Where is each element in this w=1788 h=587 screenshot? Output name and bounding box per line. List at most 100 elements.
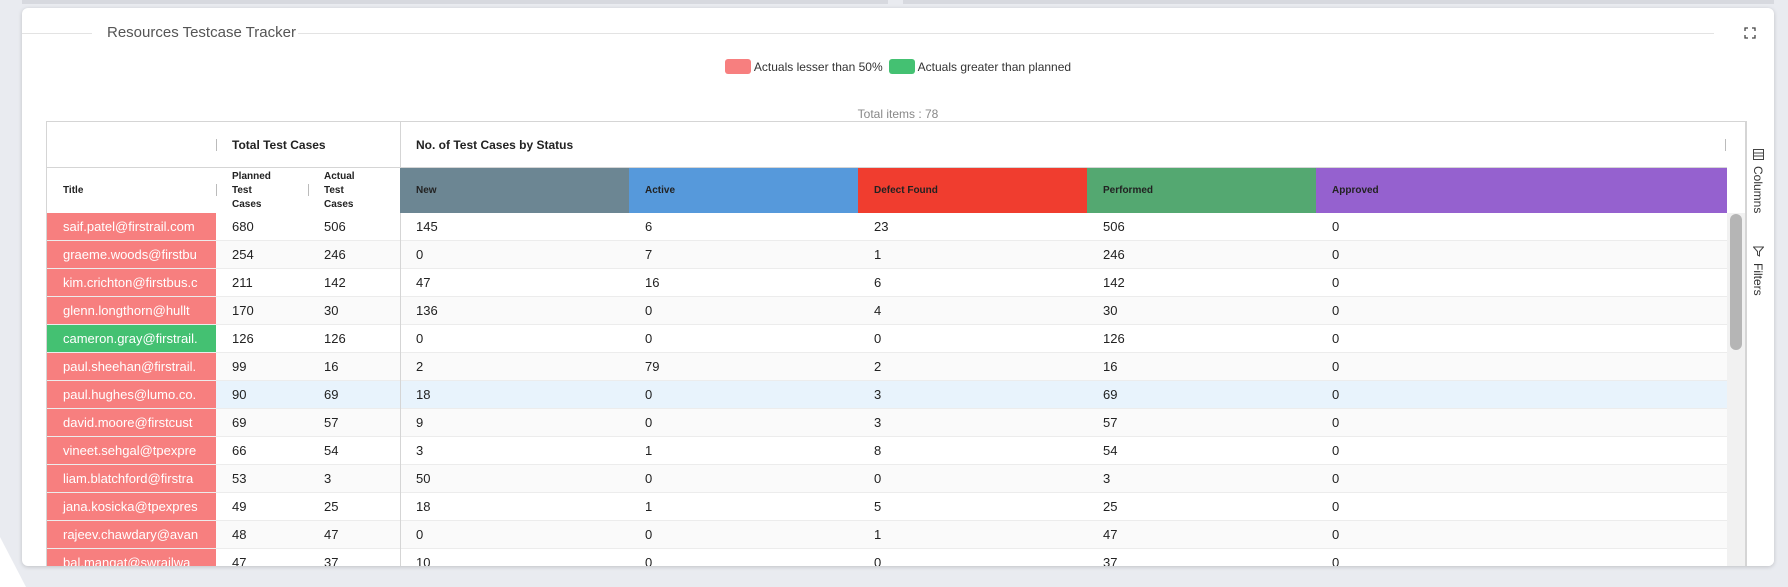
columns-icon <box>1752 149 1764 160</box>
table-row[interactable]: kim.crichton@firstbus.c 211 142 47 16 6 142 0 <box>47 269 1727 297</box>
cell-new: 3 <box>416 443 424 458</box>
table-row[interactable]: graeme.woods@firstbu 254 246 0 7 1 246 0 <box>47 241 1727 269</box>
cell-new: 50 <box>416 471 431 486</box>
cell-planned: 680 <box>232 219 254 234</box>
cell-approved: 0 <box>1332 499 1340 514</box>
cell-active: 0 <box>645 527 653 542</box>
table-row[interactable]: saif.patel@firstrail.com 680 506 145 6 23 506 0 <box>47 213 1727 241</box>
table-row[interactable]: bal.mangat@swrailwa 47 37 10 0 0 37 0 <box>47 549 1727 566</box>
column-header-status[interactable]: Defect Found <box>858 168 1087 213</box>
table-row[interactable]: glenn.longthorn@hullt 170 30 136 0 4 30 0 <box>47 297 1727 325</box>
cell-performed: 37 <box>1103 555 1118 566</box>
cell-defect: 1 <box>874 247 882 262</box>
cell-defect: 0 <box>874 555 882 566</box>
cell-performed: 246 <box>1103 247 1125 262</box>
column-header-row: Title Planned Test Cases Actual Test Cas… <box>47 168 1727 213</box>
cell-performed: 3 <box>1103 471 1111 486</box>
cell-approved: 0 <box>1332 443 1340 458</box>
filters-tab[interactable]: Filters <box>1751 246 1765 296</box>
cell-actual: 54 <box>324 443 339 458</box>
cell-performed: 16 <box>1103 359 1118 374</box>
column-header-status[interactable]: Performed <box>1087 168 1316 213</box>
legend-swatch <box>724 59 751 74</box>
cell-active: 0 <box>645 387 653 402</box>
legend: Actuals lesser than 50% Actuals greater t… <box>22 59 1774 74</box>
cell-actual: 16 <box>324 359 339 374</box>
table-row[interactable]: cameron.gray@firstrail. 126 126 0 0 0 126 0 <box>47 325 1727 353</box>
table-row[interactable]: david.moore@firstcust 69 57 9 0 3 57 0 <box>47 409 1727 437</box>
cell-title: kim.crichton@firstbus.c <box>47 269 216 296</box>
cell-defect: 0 <box>874 471 882 486</box>
cell-active: 0 <box>645 331 653 346</box>
cell-approved: 0 <box>1332 415 1340 430</box>
cell-planned: 254 <box>232 247 254 262</box>
cell-actual: 25 <box>324 499 339 514</box>
total-items-count: Total items : 78 <box>857 107 939 121</box>
cell-new: 9 <box>416 415 424 430</box>
cell-planned: 53 <box>232 471 247 486</box>
table-row[interactable]: rajeev.chawdary@avan 48 47 0 0 1 47 0 <box>47 521 1727 549</box>
column-header-title[interactable]: Title <box>63 184 84 196</box>
cell-planned: 211 <box>232 275 253 290</box>
cell-approved: 0 <box>1332 359 1340 374</box>
cell-defect: 0 <box>874 331 882 346</box>
cell-planned: 66 <box>232 443 247 458</box>
cell-approved: 0 <box>1332 247 1340 262</box>
cell-planned: 126 <box>232 331 254 346</box>
cell-new: 2 <box>416 359 424 374</box>
table-row[interactable]: liam.blatchford@firstra 53 3 50 0 0 3 0 <box>47 465 1727 493</box>
table-row[interactable]: vineet.sehgal@tpexpre 66 54 3 1 8 54 0 <box>47 437 1727 465</box>
cell-planned: 99 <box>232 359 247 374</box>
data-grid: Total Test Cases No. of Test Cases by St… <box>46 121 1746 566</box>
cell-active: 79 <box>645 359 660 374</box>
expand-icon[interactable] <box>1744 27 1756 39</box>
legend-item: Actuals greater than planned <box>888 59 1072 74</box>
cell-defect: 2 <box>874 359 882 374</box>
legend-item: Actuals lesser than 50% <box>724 59 883 74</box>
cell-planned: 170 <box>232 303 254 318</box>
cell-approved: 0 <box>1332 219 1340 234</box>
column-header-actual[interactable]: Actual Test Cases <box>324 170 355 210</box>
cell-approved: 0 <box>1332 387 1340 402</box>
cell-defect: 1 <box>874 527 882 542</box>
cell-planned: 49 <box>232 499 247 514</box>
vertical-scrollbar-thumb[interactable] <box>1730 214 1742 350</box>
cell-title: david.moore@firstcust <box>47 409 216 436</box>
cell-active: 1 <box>645 499 653 514</box>
cell-title: cameron.gray@firstrail. <box>47 325 216 352</box>
tool-panel-sidebar: Columns Filters <box>1746 121 1774 566</box>
cell-planned: 48 <box>232 527 247 542</box>
cell-defect: 6 <box>874 275 882 290</box>
cell-actual: 246 <box>324 247 346 262</box>
column-header-status[interactable]: Active <box>629 168 858 213</box>
cell-active: 0 <box>645 555 653 566</box>
cell-active: 0 <box>645 303 653 318</box>
table-row[interactable]: paul.hughes@lumo.co. 90 69 18 0 3 69 0 <box>47 381 1727 409</box>
column-header-status[interactable]: New <box>400 168 629 213</box>
cell-performed: 25 <box>1103 499 1118 514</box>
cell-actual: 506 <box>324 219 346 234</box>
cell-new: 0 <box>416 247 424 262</box>
column-group-header: Total Test Cases No. of Test Cases by St… <box>47 122 1727 168</box>
cell-title: rajeev.chawdary@avan <box>47 521 216 548</box>
group-total-test-cases: Total Test Cases <box>232 138 326 152</box>
panel-title: Resources Testcase Tracker <box>105 24 298 41</box>
cell-performed: 142 <box>1103 275 1125 290</box>
legend-label: Actuals lesser than 50% <box>753 59 883 74</box>
cell-new: 47 <box>416 275 431 290</box>
legend-label: Actuals greater than planned <box>917 59 1072 74</box>
columns-tab[interactable]: Columns <box>1751 149 1765 213</box>
cell-actual: 142 <box>324 275 346 290</box>
table-row[interactable]: jana.kosicka@tpexpres 49 25 18 1 5 25 0 <box>47 493 1727 521</box>
cell-title: liam.blatchford@firstra <box>47 465 216 492</box>
cell-performed: 47 <box>1103 527 1118 542</box>
cell-active: 0 <box>645 471 653 486</box>
column-header-status[interactable]: Approved <box>1316 168 1727 213</box>
column-header-planned[interactable]: Planned Test Cases <box>232 170 271 210</box>
cell-planned: 90 <box>232 387 247 402</box>
cell-actual: 57 <box>324 415 339 430</box>
cell-approved: 0 <box>1332 275 1340 290</box>
table-row[interactable]: paul.sheehan@firstrail. 99 16 2 79 2 16 0 <box>47 353 1727 381</box>
panel-header: Resources Testcase Tracker <box>22 8 1774 60</box>
filter-icon <box>1752 246 1764 257</box>
